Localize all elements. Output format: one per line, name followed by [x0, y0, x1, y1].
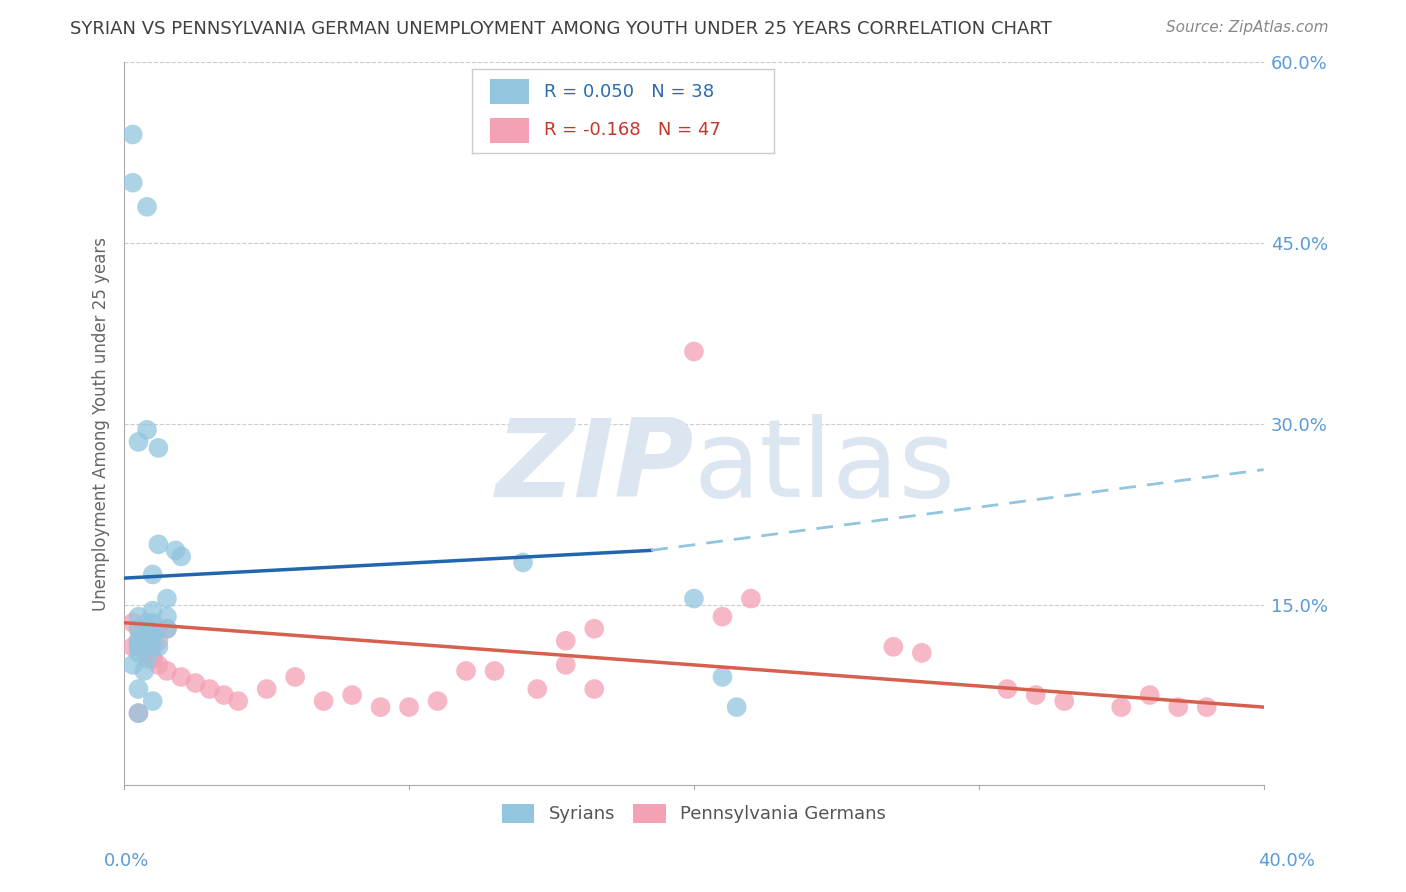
Point: [740, 591, 762, 606]
Point: [995, 681, 1018, 696]
Point: [136, 622, 159, 636]
Point: [156, 609, 179, 624]
Point: [142, 615, 165, 630]
Point: [127, 640, 149, 654]
Point: [142, 628, 165, 642]
Point: [1109, 700, 1132, 714]
Point: [1139, 688, 1161, 702]
Point: [683, 344, 706, 359]
Point: [142, 633, 165, 648]
Text: Source: ZipAtlas.com: Source: ZipAtlas.com: [1166, 20, 1329, 35]
Point: [127, 681, 149, 696]
Y-axis label: Unemployment Among Youth under 25 years: Unemployment Among Youth under 25 years: [93, 236, 110, 611]
Point: [683, 591, 706, 606]
Point: [1053, 694, 1076, 708]
Point: [454, 664, 477, 678]
Point: [142, 652, 165, 666]
Text: ZIP: ZIP: [495, 414, 695, 520]
Point: [142, 604, 165, 618]
Point: [142, 694, 165, 708]
Point: [711, 670, 734, 684]
Point: [134, 664, 156, 678]
Point: [370, 700, 392, 714]
Legend: Syrians, Pennsylvania Germans: Syrians, Pennsylvania Germans: [495, 797, 893, 830]
Point: [1025, 688, 1047, 702]
Point: [127, 622, 149, 636]
Point: [136, 615, 159, 630]
Point: [127, 633, 149, 648]
Point: [284, 670, 307, 684]
Point: [554, 657, 576, 672]
Point: [426, 694, 449, 708]
Point: [127, 706, 149, 720]
Point: [136, 628, 159, 642]
Point: [554, 633, 576, 648]
Point: [121, 176, 143, 190]
Point: [148, 657, 170, 672]
Point: [148, 441, 170, 455]
Point: [484, 664, 506, 678]
Point: [165, 543, 187, 558]
Point: [156, 622, 179, 636]
Point: [148, 640, 170, 654]
Point: [148, 633, 170, 648]
Point: [127, 622, 149, 636]
Point: [340, 688, 363, 702]
Point: [512, 556, 534, 570]
Point: [127, 706, 149, 720]
Point: [121, 640, 143, 654]
Point: [127, 434, 149, 449]
Point: [127, 633, 149, 648]
Point: [170, 549, 193, 564]
Text: 40.0%: 40.0%: [1258, 852, 1315, 870]
Point: [121, 657, 143, 672]
Point: [136, 646, 159, 660]
Point: [256, 681, 278, 696]
Text: atlas: atlas: [695, 414, 956, 520]
Point: [184, 676, 207, 690]
Point: [312, 694, 335, 708]
Point: [526, 681, 548, 696]
Point: [156, 591, 179, 606]
Point: [127, 640, 149, 654]
Point: [1195, 700, 1218, 714]
Point: [583, 681, 606, 696]
Point: [198, 681, 221, 696]
Point: [725, 700, 748, 714]
Point: [212, 688, 235, 702]
Point: [882, 640, 904, 654]
Point: [136, 652, 159, 666]
Point: [911, 646, 934, 660]
Text: 0.0%: 0.0%: [104, 852, 149, 870]
Point: [136, 646, 159, 660]
Point: [1167, 700, 1189, 714]
Point: [136, 423, 159, 437]
Point: [148, 622, 170, 636]
Point: [142, 640, 165, 654]
Point: [136, 628, 159, 642]
Point: [127, 646, 149, 660]
Point: [398, 700, 420, 714]
Point: [142, 652, 165, 666]
Point: [127, 609, 149, 624]
Point: [226, 694, 249, 708]
Point: [142, 567, 165, 582]
Point: [583, 622, 606, 636]
Point: [148, 537, 170, 551]
Text: SYRIAN VS PENNSYLVANIA GERMAN UNEMPLOYMENT AMONG YOUTH UNDER 25 YEARS CORRELATIO: SYRIAN VS PENNSYLVANIA GERMAN UNEMPLOYME…: [70, 20, 1052, 37]
Point: [156, 664, 179, 678]
Point: [121, 615, 143, 630]
Point: [711, 609, 734, 624]
Point: [170, 670, 193, 684]
Point: [121, 128, 143, 142]
Point: [136, 200, 159, 214]
Point: [134, 633, 156, 648]
Point: [156, 622, 179, 636]
